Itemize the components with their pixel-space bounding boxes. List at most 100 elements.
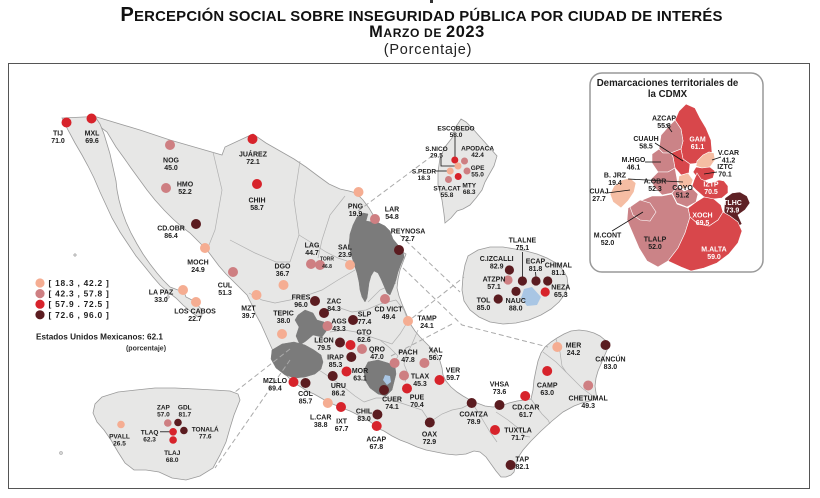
svg-text:LAG: LAG bbox=[305, 243, 320, 250]
svg-text:23.9: 23.9 bbox=[338, 252, 352, 259]
svg-text:AGS: AGS bbox=[331, 319, 347, 326]
svg-text:81.7: 81.7 bbox=[178, 412, 191, 419]
svg-text:52.2: 52.2 bbox=[178, 189, 192, 196]
svg-text:77.4: 77.4 bbox=[358, 319, 372, 326]
svg-text:55.8: 55.8 bbox=[441, 192, 454, 199]
svg-text:MZLLO: MZLLO bbox=[263, 378, 288, 385]
svg-text:NEZA: NEZA bbox=[551, 285, 570, 292]
svg-text:86.4: 86.4 bbox=[164, 233, 178, 240]
svg-text:19.4: 19.4 bbox=[608, 180, 622, 187]
svg-text:GTO: GTO bbox=[356, 330, 372, 337]
svg-text:TLAJ: TLAJ bbox=[164, 450, 181, 457]
svg-text:Estados Unidos Mexicanos: 62.: Estados Unidos Mexicanos: 62.1 bbox=[36, 333, 163, 342]
svg-text:XOCH: XOCH bbox=[692, 213, 712, 220]
svg-text:NAUC: NAUC bbox=[506, 298, 526, 305]
svg-text:47.8: 47.8 bbox=[401, 357, 415, 364]
svg-text:67.8: 67.8 bbox=[369, 444, 383, 451]
svg-text:[ 18.3 , 42.2 ]: [ 18.3 , 42.2 ] bbox=[49, 278, 110, 288]
svg-text:72.1: 72.1 bbox=[246, 159, 260, 166]
svg-text:ESCOBEDO: ESCOBEDO bbox=[437, 126, 474, 133]
svg-text:SAL: SAL bbox=[338, 245, 353, 252]
svg-text:62.6: 62.6 bbox=[357, 337, 371, 344]
svg-text:70.4: 70.4 bbox=[410, 402, 424, 409]
svg-text:REYNOSA: REYNOSA bbox=[391, 229, 426, 236]
svg-text:MOR: MOR bbox=[352, 368, 368, 375]
svg-text:TLALNE: TLALNE bbox=[509, 238, 537, 245]
svg-text:85.3: 85.3 bbox=[329, 362, 343, 369]
svg-text:CD VICT: CD VICT bbox=[375, 307, 404, 314]
svg-text:49.3: 49.3 bbox=[581, 403, 595, 410]
svg-text:TLALP: TLALP bbox=[644, 237, 667, 244]
svg-text:51.3: 51.3 bbox=[218, 290, 232, 297]
svg-text:70.5: 70.5 bbox=[704, 189, 718, 196]
svg-text:MZT: MZT bbox=[241, 306, 256, 313]
svg-text:QRO: QRO bbox=[369, 347, 386, 354]
svg-text:CUAUH: CUAUH bbox=[633, 136, 658, 143]
svg-text:CUER: CUER bbox=[382, 397, 402, 404]
svg-text:L.CAR: L.CAR bbox=[310, 415, 331, 422]
svg-text:XAL: XAL bbox=[429, 348, 444, 355]
svg-text:VER: VER bbox=[446, 368, 460, 375]
svg-text:GPE: GPE bbox=[471, 165, 485, 172]
svg-text:68.3: 68.3 bbox=[463, 189, 476, 196]
svg-text:TUXTLA: TUXTLA bbox=[504, 428, 532, 435]
svg-text:42.4: 42.4 bbox=[471, 152, 484, 159]
svg-text:SLP: SLP bbox=[358, 312, 372, 319]
svg-text:ACAP: ACAP bbox=[366, 437, 386, 444]
svg-text:71.0: 71.0 bbox=[51, 138, 65, 145]
svg-text:TAP: TAP bbox=[516, 457, 530, 464]
svg-text:78.9: 78.9 bbox=[467, 419, 481, 426]
svg-text:ATZPN: ATZPN bbox=[483, 277, 506, 284]
svg-text:36.7: 36.7 bbox=[276, 271, 290, 278]
svg-text:CHIL: CHIL bbox=[356, 409, 373, 416]
svg-text:69.5: 69.5 bbox=[696, 220, 710, 227]
svg-text:58.7: 58.7 bbox=[250, 205, 264, 212]
svg-text:86.2: 86.2 bbox=[332, 391, 346, 398]
svg-text:85.0: 85.0 bbox=[477, 305, 491, 312]
svg-text:DGO: DGO bbox=[275, 264, 292, 271]
svg-text:PACH: PACH bbox=[398, 350, 417, 357]
svg-text:OAX: OAX bbox=[422, 432, 438, 439]
svg-text:MER: MER bbox=[566, 343, 582, 350]
svg-text:45.3: 45.3 bbox=[413, 381, 427, 388]
svg-text:HMO: HMO bbox=[177, 182, 194, 189]
svg-text:V.CAR: V.CAR bbox=[718, 150, 739, 157]
svg-text:S.PEDR: S.PEDR bbox=[412, 169, 437, 176]
svg-text:81.1: 81.1 bbox=[551, 270, 565, 277]
svg-text:72.9: 72.9 bbox=[423, 439, 437, 446]
svg-text:24.9: 24.9 bbox=[191, 267, 205, 274]
svg-text:43.3: 43.3 bbox=[332, 326, 346, 333]
svg-text:22.7: 22.7 bbox=[188, 316, 202, 323]
svg-text:38.0: 38.0 bbox=[277, 318, 291, 325]
svg-text:M.CONT: M.CONT bbox=[594, 233, 622, 240]
svg-text:COL: COL bbox=[298, 391, 314, 398]
svg-text:TEPIC: TEPIC bbox=[273, 311, 294, 318]
svg-text:APODACA: APODACA bbox=[461, 146, 494, 153]
svg-text:85.7: 85.7 bbox=[299, 399, 313, 406]
svg-text:61.1: 61.1 bbox=[691, 144, 705, 151]
svg-text:51.2: 51.2 bbox=[676, 193, 690, 200]
svg-text:46.8: 46.8 bbox=[322, 264, 332, 270]
svg-text:63.1: 63.1 bbox=[353, 376, 367, 383]
svg-text:CUAJ: CUAJ bbox=[589, 189, 608, 196]
svg-text:77.6: 77.6 bbox=[199, 434, 212, 441]
svg-text:47.0: 47.0 bbox=[370, 354, 384, 361]
svg-text:A.OBR: A.OBR bbox=[644, 179, 667, 186]
svg-text:65.3: 65.3 bbox=[554, 292, 568, 299]
svg-text:COYO: COYO bbox=[672, 185, 693, 192]
svg-text:24.2: 24.2 bbox=[567, 350, 581, 357]
svg-text:TLHC: TLHC bbox=[723, 200, 742, 207]
svg-text:LA PAZ: LA PAZ bbox=[149, 290, 174, 297]
svg-text:57.1: 57.1 bbox=[487, 284, 501, 291]
svg-text:TONALÁ: TONALÁ bbox=[192, 425, 219, 434]
svg-text:24.1: 24.1 bbox=[420, 323, 434, 330]
svg-text:27.7: 27.7 bbox=[592, 196, 606, 203]
svg-text:61.7: 61.7 bbox=[519, 412, 533, 419]
svg-text:GDL: GDL bbox=[178, 405, 192, 412]
svg-text:82.1: 82.1 bbox=[515, 464, 529, 471]
svg-text:CUL: CUL bbox=[218, 283, 233, 290]
svg-text:96.0: 96.0 bbox=[294, 302, 308, 309]
svg-text:[ 42.3 , 57.8 ]: [ 42.3 , 57.8 ] bbox=[49, 289, 110, 299]
svg-text:33.0: 33.0 bbox=[154, 297, 168, 304]
svg-text:PNG: PNG bbox=[348, 204, 364, 211]
